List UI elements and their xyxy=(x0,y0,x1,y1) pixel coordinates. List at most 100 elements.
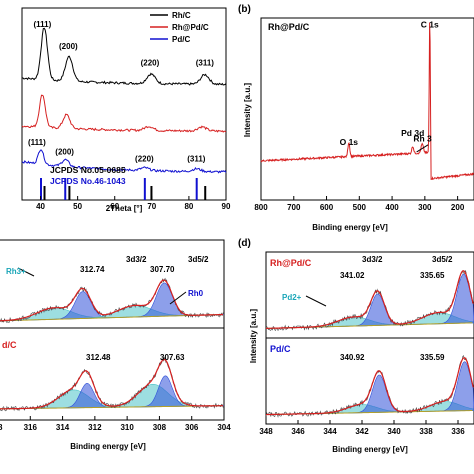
panel-c-value-312-48: 312.48 xyxy=(86,353,111,362)
legend-label-pd-c: Pd/C xyxy=(172,35,190,44)
xrd-peak-label: (311) xyxy=(187,155,206,164)
x-tick-label: 70 xyxy=(147,202,156,211)
panel-d-sample-label-top: Rh@Pd/C xyxy=(270,258,312,268)
xps-envelope-line xyxy=(265,357,474,416)
jcpds-label-pd: JCPDS No.46-1043 xyxy=(50,176,126,186)
x-tick-label: 338 xyxy=(419,427,433,436)
x-tick-label: 800 xyxy=(254,203,268,212)
x-tick-label: 60 xyxy=(110,202,119,211)
panel-c-value-307-63: 307.63 xyxy=(160,353,185,362)
panel-c-value-307-70: 307.70 xyxy=(150,265,175,274)
jcpds-label-rh: JCPDS No.05-0685 xyxy=(50,165,126,175)
panel-b-y-axis-label: Intensity [a.u.] xyxy=(243,83,252,138)
x-tick-label: 80 xyxy=(184,202,193,211)
x-tick-label: 700 xyxy=(287,203,301,212)
xrd-series-rh-pd-c xyxy=(21,94,227,133)
legend-label-rh-c: Rh/C xyxy=(172,11,191,20)
survey-peak-label: C 1s xyxy=(421,19,439,29)
panel-b-x-ticks: 800 700 600 500 400 300 200 xyxy=(254,196,465,212)
panel-d-x-axis-label: Binding energy [eV] xyxy=(332,445,408,454)
panel-b-x-axis-label: Binding energy [eV] xyxy=(312,223,388,232)
xrd-peak-label: (200) xyxy=(55,148,74,157)
x-tick-label: 304 xyxy=(217,423,231,432)
xps-background-line xyxy=(0,405,223,410)
rh0-arrow xyxy=(169,291,187,305)
survey-peak-label: Rh 3 xyxy=(413,133,432,143)
panel-b-label: (b) xyxy=(238,4,251,15)
panel-c-x-axis-label: Binding energy [eV] xyxy=(70,442,146,451)
x-tick-label: 310 xyxy=(120,423,134,432)
panel-d-label: (d) xyxy=(238,238,251,249)
x-tick-label: 312 xyxy=(88,423,102,432)
panel-a-xrd: (111) (200) (220) (311) (111) (200) (220) (311)… xyxy=(21,7,231,213)
panel-c-rh0-label: Rh0 xyxy=(188,289,204,298)
panel-a-series xyxy=(21,27,227,174)
panel-a-legend: Rh/C Rh@Pd/C Pd/C xyxy=(150,11,209,44)
xrd-peak-label: (311) xyxy=(196,59,215,68)
xrd-peak-label: (111) xyxy=(34,20,52,29)
x-tick-label: 340 xyxy=(387,427,401,436)
xps-envelope-line xyxy=(0,358,224,410)
xrd-series-rh-c xyxy=(21,27,227,86)
panel-c-series xyxy=(0,267,225,412)
x-tick-label: 90 xyxy=(222,202,231,211)
panel-d-label-3d52: 3d5/2 xyxy=(432,255,453,264)
panel-a-frame xyxy=(21,7,227,201)
legend-label-rh-pd-c: Rh@Pd/C xyxy=(172,23,209,32)
x-tick-label: 40 xyxy=(36,202,45,211)
x-tick-label: 50 xyxy=(73,202,82,211)
xrd-peak-label: (111) xyxy=(28,138,46,147)
survey-peak-label: Pd 3d xyxy=(401,128,424,138)
xrd-peak-label: (200) xyxy=(59,42,78,51)
x-tick-label: 306 xyxy=(185,423,199,432)
panel-d-value-335-59: 335.59 xyxy=(420,353,445,362)
panel-c-sample-label-bottom: d/C xyxy=(2,340,17,350)
panel-d-annotations: 3d3/2 3d5/2 341.02 335.65 Pd2+ 340.92 33… xyxy=(282,255,453,362)
x-tick-label: 400 xyxy=(385,203,399,212)
panel-d-label-3d32: 3d3/2 xyxy=(362,255,383,264)
x-tick-label: 336 xyxy=(451,427,465,436)
panel-a-x-ticks: 40 50 60 70 80 90 xyxy=(36,196,231,211)
xps-raw-data-line xyxy=(265,355,474,418)
x-tick-label: 300 xyxy=(418,203,432,212)
xps-envelope-line xyxy=(0,279,224,322)
panel-d-x-ticks: 348 346 344 342 340 338 336 xyxy=(259,420,465,436)
x-tick-label: 348 xyxy=(259,427,273,436)
panel-a-x-axis-label: 2Theta [°] xyxy=(106,204,143,213)
panel-c-frame xyxy=(0,239,225,421)
panel-c-rh3-label: Rh3+ xyxy=(6,267,26,276)
rh3d-arrow-line xyxy=(416,144,429,153)
panel-d-sample-label-bottom: Pd/C xyxy=(270,344,291,354)
panel-b-survey: (b) Rh@Pd/C Intensity [a.u.] C 1s O 1s Pd … xyxy=(238,4,474,232)
survey-spectrum-line xyxy=(260,22,474,181)
panel-d-series xyxy=(265,269,474,418)
panel-c-annotations: 3d3/2 3d5/2 312.74 307.70 Rh3+ Rh0 312.4… xyxy=(6,255,209,362)
rh3-arrow xyxy=(17,267,35,277)
xps-fit-component xyxy=(0,375,225,410)
x-tick-label: 342 xyxy=(355,427,369,436)
panel-d-pd3d: (d) 348 346 344 342 340 338 336 Rh@Pd/C Pd/C I… xyxy=(238,238,474,454)
panel-c-value-312-74: 312.74 xyxy=(80,265,105,274)
x-tick-label: 316 xyxy=(24,423,38,432)
x-tick-label: 346 xyxy=(291,427,305,436)
x-tick-label: 200 xyxy=(451,203,465,212)
panel-a-peak-labels: (111) (200) (220) (311) (111) (200) (220) (311) xyxy=(28,20,214,163)
x-tick-label: 18 xyxy=(0,423,3,432)
xps-raw-data-line xyxy=(0,356,224,412)
panel-d-value-341-02: 341.02 xyxy=(340,271,365,280)
xrd-series-pd-c xyxy=(21,149,227,174)
x-tick-label: 600 xyxy=(320,203,334,212)
panel-c-rh3d: 18 316 314 312 310 308 306 304 d/C Binding ener… xyxy=(0,239,231,451)
panel-d-y-axis-label: Intensity [a.u.] xyxy=(249,309,258,364)
panel-d-value-340-92: 340.92 xyxy=(340,353,365,362)
panel-b-sample-label: Rh@Pd/C xyxy=(268,22,310,32)
panel-d-value-335-65: 335.65 xyxy=(420,271,445,280)
panel-d-pd2-label: Pd2+ xyxy=(282,293,302,302)
x-tick-label: 344 xyxy=(323,427,337,436)
xps-envelope-line xyxy=(266,270,474,329)
pd2-arrow xyxy=(305,295,327,307)
panel-c-label-3d52: 3d5/2 xyxy=(188,255,209,264)
xrd-peak-label: (220) xyxy=(141,59,160,68)
